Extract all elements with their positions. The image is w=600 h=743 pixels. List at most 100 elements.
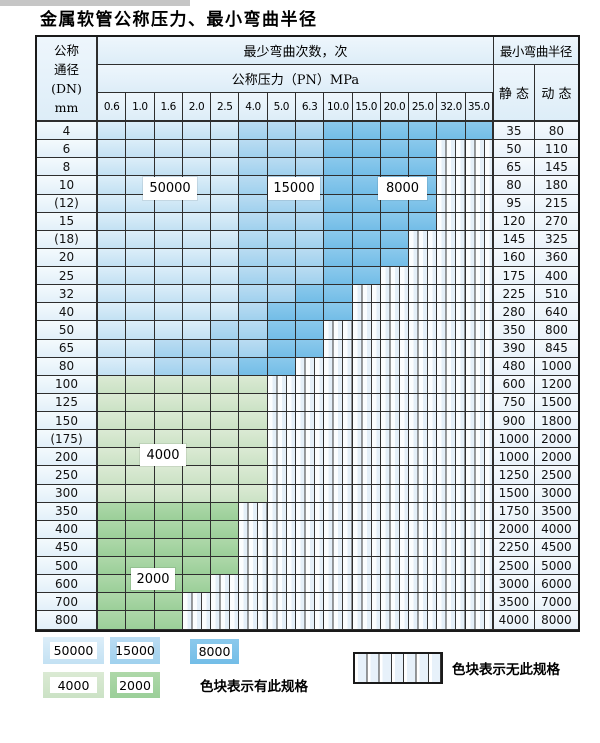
spec-cell — [324, 230, 353, 249]
spec-cell — [409, 267, 438, 286]
spec-cell — [182, 593, 212, 612]
spec-cell — [126, 412, 155, 431]
spec-cell — [239, 339, 268, 358]
spec-cell — [211, 557, 240, 576]
spec-cell — [267, 122, 296, 141]
spec-cell — [437, 303, 466, 322]
static-value-cell: 2250 — [493, 538, 535, 557]
spec-cell — [437, 430, 466, 449]
spec-cell — [98, 357, 127, 376]
spec-cell — [295, 520, 325, 539]
spec-cell — [465, 575, 494, 594]
spec-cell — [295, 267, 325, 286]
spec-cell — [295, 248, 325, 267]
spec-cell — [352, 321, 381, 340]
spec-cell — [295, 430, 325, 449]
spec-cell — [352, 375, 381, 394]
bend-radius-header: 最小弯曲半径 — [493, 37, 578, 65]
spec-cell — [239, 557, 268, 576]
spec-cell — [295, 466, 325, 485]
spec-cell — [267, 557, 296, 576]
spec-cell — [239, 194, 268, 213]
legend-item-value: 50000 — [50, 642, 97, 659]
dynamic-value-cell: 4000 — [534, 520, 578, 539]
zone-label-50000: 50000 — [143, 177, 197, 200]
legend-no-spec-swatch — [353, 652, 443, 684]
legend-item-50000: 50000 — [43, 637, 104, 664]
spec-cell — [98, 448, 127, 467]
spec-cell — [126, 502, 155, 521]
spec-cell — [126, 248, 155, 267]
spec-cell — [154, 285, 183, 304]
spec-cell — [295, 303, 325, 322]
spec-cell — [182, 339, 212, 358]
spec-cell — [352, 230, 381, 249]
spec-cell — [324, 303, 353, 322]
spec-cell — [352, 212, 381, 231]
pressure-tick: 20.0 — [380, 93, 410, 122]
static-value-cell: 1250 — [493, 466, 535, 485]
spec-cell — [182, 412, 212, 431]
dn-cell: 125 — [37, 393, 98, 412]
pressure-tick: 4.0 — [239, 93, 268, 122]
legend-item-4000: 4000 — [43, 672, 104, 698]
spec-cell — [324, 430, 353, 449]
dynamic-value-cell: 80 — [534, 122, 578, 141]
zone-label-2000: 2000 — [131, 568, 175, 590]
spec-cell — [126, 611, 155, 630]
spec-cell — [437, 285, 466, 304]
spec-cell — [380, 230, 410, 249]
spec-cell — [239, 502, 268, 521]
spec-cell — [465, 248, 494, 267]
spec-cell — [267, 321, 296, 340]
static-value-cell: 600 — [493, 375, 535, 394]
static-value-cell: 175 — [493, 267, 535, 286]
dynamic-value-cell: 145 — [534, 158, 578, 177]
spec-cell — [211, 538, 240, 557]
dn-cell: 40 — [37, 303, 98, 322]
spec-cell — [409, 122, 438, 141]
spec-cell — [267, 575, 296, 594]
spec-cell — [182, 538, 212, 557]
spec-cell — [465, 538, 494, 557]
spec-cell — [126, 357, 155, 376]
spec-cell — [267, 593, 296, 612]
spec-cell — [211, 194, 240, 213]
dynamic-value-cell: 5000 — [534, 557, 578, 576]
spec-cell — [267, 285, 296, 304]
spec-cell — [182, 321, 212, 340]
spec-cell — [239, 212, 268, 231]
spec-cell — [324, 412, 353, 431]
spec-cell — [182, 122, 212, 141]
spec-cell — [465, 557, 494, 576]
spec-cell — [380, 393, 410, 412]
pressure-tick: 2.5 — [211, 93, 240, 122]
spec-cell — [239, 484, 268, 503]
dn-cell: 500 — [37, 557, 98, 576]
spec-cell — [437, 194, 466, 213]
dn-cell: (175) — [37, 430, 98, 449]
spec-cell — [465, 593, 494, 612]
spec-cell — [465, 267, 494, 286]
spec-cell — [98, 557, 127, 576]
dynamic-value-cell: 2000 — [534, 448, 578, 467]
spec-cell — [154, 611, 183, 630]
spec-cell — [98, 212, 127, 231]
spec-cell — [465, 285, 494, 304]
spec-cell — [465, 339, 494, 358]
spec-cell — [352, 466, 381, 485]
spec-cell — [409, 339, 438, 358]
dn-cell: 600 — [37, 575, 98, 594]
spec-cell — [182, 158, 212, 177]
spec-cell — [465, 393, 494, 412]
pressure-tick: 6.3 — [295, 93, 325, 122]
spec-cell — [437, 357, 466, 376]
spec-cell — [352, 339, 381, 358]
corner-header-line: 通径 — [53, 61, 79, 77]
spec-cell — [437, 593, 466, 612]
spec-cell — [324, 611, 353, 630]
legend-item-value: 15000 — [115, 642, 155, 659]
spec-cell — [380, 212, 410, 231]
spec-cell — [154, 357, 183, 376]
